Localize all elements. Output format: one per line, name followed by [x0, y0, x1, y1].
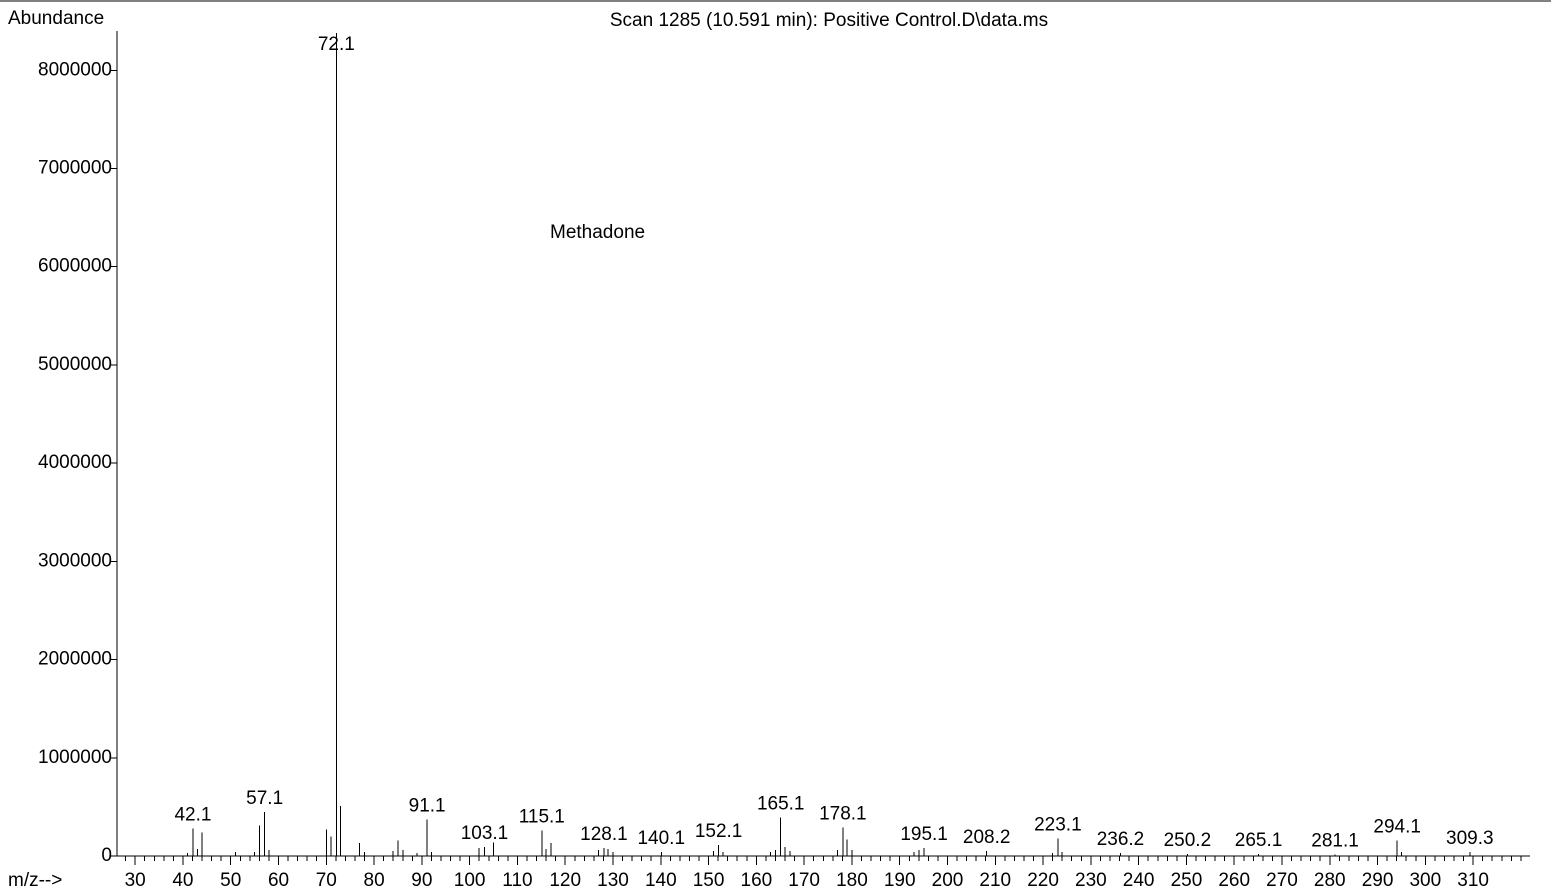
- peak-label: 265.1: [1235, 830, 1283, 851]
- x-tick-label: 260: [1218, 870, 1250, 891]
- x-tick-label: 70: [316, 870, 337, 891]
- peak-label: 309.3: [1446, 828, 1494, 849]
- peak-label: 195.1: [900, 824, 948, 845]
- x-tick-label: 310: [1457, 870, 1489, 891]
- x-tick-label: 110: [502, 870, 532, 891]
- peak-label: 57.1: [246, 788, 283, 809]
- y-tick-label: 2000000: [38, 649, 112, 670]
- annotation: Methadone: [550, 222, 645, 243]
- x-tick-label: 280: [1314, 870, 1346, 891]
- y-tick-label: 0: [101, 845, 112, 866]
- y-tick-label: 1000000: [38, 747, 112, 768]
- peak-label: 115.1: [519, 806, 565, 827]
- peak-label: 208.2: [963, 827, 1011, 848]
- x-tick-label: 150: [693, 870, 725, 891]
- y-tick-label: 4000000: [38, 452, 112, 473]
- x-tick-label: 250: [1171, 870, 1203, 891]
- x-tick-label: 230: [1075, 870, 1107, 891]
- peak-label: 91.1: [409, 796, 446, 817]
- peak-label: 140.1: [637, 828, 685, 849]
- x-tick-label: 180: [836, 870, 868, 891]
- peak-label: 250.2: [1164, 830, 1212, 851]
- peak-label: 294.1: [1373, 816, 1421, 837]
- x-tick-label: 300: [1409, 870, 1441, 891]
- peak-label: 42.1: [174, 805, 211, 826]
- x-tick-label: 210: [979, 870, 1011, 891]
- peak-label: 236.2: [1097, 829, 1145, 850]
- x-tick-label: 140: [645, 870, 677, 891]
- x-tick-label: 240: [1123, 870, 1155, 891]
- x-tick-label: 270: [1266, 870, 1298, 891]
- x-tick-label: 120: [549, 870, 581, 891]
- x-tick-label: 40: [172, 870, 193, 891]
- y-tick-label: 7000000: [38, 158, 112, 179]
- y-tick-label: 6000000: [38, 256, 112, 277]
- x-tick-label: 100: [454, 870, 486, 891]
- peak-label: 281.1: [1311, 831, 1359, 852]
- peak-label: 223.1: [1034, 814, 1082, 835]
- peak-label: 72.1: [318, 34, 355, 55]
- x-tick-label: 50: [220, 870, 241, 891]
- chart-title: Scan 1285 (10.591 min): Positive Control…: [610, 10, 1048, 31]
- x-tick-label: 160: [741, 870, 773, 891]
- x-tick-label: 30: [125, 870, 146, 891]
- x-tick-label: 90: [411, 870, 432, 891]
- x-tick-label: 290: [1362, 870, 1394, 891]
- y-tick-label: 5000000: [38, 354, 112, 375]
- y-axis-label: Abundance: [8, 8, 104, 29]
- y-tick-label: 3000000: [38, 550, 112, 571]
- x-tick-label: 190: [884, 870, 916, 891]
- x-axis-label: m/z-->: [8, 870, 62, 891]
- x-tick-label: 130: [597, 870, 629, 891]
- peak-label: 103.1: [461, 823, 509, 844]
- x-tick-label: 80: [364, 870, 385, 891]
- peak-label: 128.1: [580, 824, 628, 845]
- x-tick-label: 60: [268, 870, 289, 891]
- x-tick-label: 170: [788, 870, 820, 891]
- peak-label: 178.1: [819, 804, 867, 825]
- x-tick-label: 220: [1027, 870, 1059, 891]
- peak-label: 152.1: [695, 821, 743, 842]
- x-tick-label: 200: [932, 870, 964, 891]
- peak-label: 165.1: [757, 794, 805, 815]
- y-tick-label: 8000000: [38, 59, 112, 80]
